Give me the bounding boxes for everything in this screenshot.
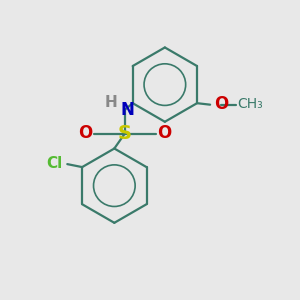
Text: O: O (214, 95, 228, 113)
Text: O: O (78, 124, 92, 142)
Text: Cl: Cl (46, 156, 62, 171)
Text: N: N (120, 101, 134, 119)
Text: O: O (157, 124, 171, 142)
Text: S: S (118, 124, 132, 143)
Text: CH₃: CH₃ (237, 97, 262, 111)
Text: H: H (105, 95, 118, 110)
